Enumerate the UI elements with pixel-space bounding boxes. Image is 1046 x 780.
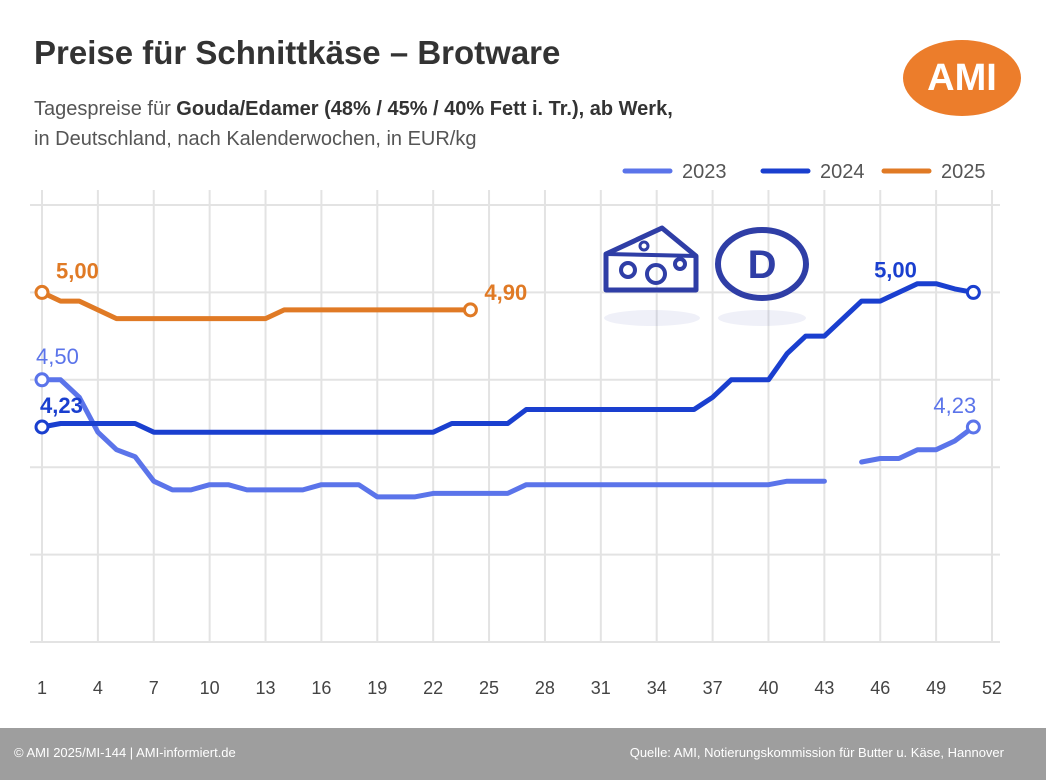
ami-logo: AMI [903, 40, 1021, 116]
legend-label-2024: 2024 [820, 161, 865, 183]
data-label-2024: 4,23 [40, 393, 83, 418]
data-label-2023: 4,23 [933, 393, 976, 418]
endpoint-marker-2024 [965, 284, 981, 300]
d-sticker-letter: D [748, 243, 777, 287]
d-sticker-reflection [718, 310, 806, 326]
x-tick-label: 22 [423, 678, 443, 698]
x-tick-label: 1 [37, 678, 47, 698]
cheese-outline [603, 225, 699, 293]
cheese-hole [645, 263, 667, 285]
x-tick-label: 49 [926, 678, 946, 698]
x-tick-label: 16 [311, 678, 331, 698]
cheese-top-edge [605, 252, 697, 258]
chart-subtitle: Tagespreise für Gouda/Edamer (48% / 45% … [34, 98, 673, 121]
data-label-2023: 4,50 [36, 344, 79, 369]
cheese-icon [603, 225, 699, 293]
series-line-2023 [39, 377, 827, 500]
subtitle-bold: Gouda/Edamer (48% / 45% / 40% Fett i. Tr… [176, 98, 673, 120]
data-label-2025: 5,00 [56, 258, 99, 283]
legend-label-2023: 2023 [682, 161, 727, 183]
x-tick-label: 4 [93, 678, 103, 698]
endpoint-marker-2025 [462, 302, 478, 318]
series-line-2025 [39, 289, 473, 322]
x-tick-label: 46 [870, 678, 890, 698]
x-tick-label: 25 [479, 678, 499, 698]
x-tick-label: 13 [256, 678, 276, 698]
x-tick-label: 40 [758, 678, 778, 698]
chart-title: Preise für Schnittkäse – Brotware [34, 34, 561, 71]
footer-source: Quelle: AMI, Notierungskommission für Bu… [629, 745, 1004, 760]
line-chart: 1 4 7 10 13 16 19 22 25 28 31 34 37 40 43 46 49 52 2023 202… [30, 161, 1002, 698]
x-tick-label: 31 [591, 678, 611, 698]
subtitle-prefix: Tagespreise für [34, 98, 177, 120]
series-line-2023 [859, 424, 976, 465]
x-tick-label: 28 [535, 678, 555, 698]
endpoint-marker-2023 [965, 419, 981, 435]
x-tick-label: 34 [647, 678, 667, 698]
x-tick-label: 52 [982, 678, 1002, 698]
data-label-2024: 5,00 [874, 258, 917, 283]
endpoint-marker-2023 [34, 372, 50, 388]
series-line-2024 [39, 281, 976, 435]
cheese-reflection [604, 310, 700, 326]
cheese-hole [673, 257, 687, 271]
legend-label-2025: 2025 [941, 161, 986, 183]
d-sticker-oval [715, 227, 809, 301]
country-code-d-icon: D [715, 227, 809, 301]
data-label-2025: 4,90 [484, 280, 527, 305]
endpoint-marker-2025 [34, 284, 50, 300]
cheese-hole [638, 240, 650, 252]
endpoint-marker-2024 [34, 419, 50, 435]
footer-copyright: © AMI 2025/MI-144 | AMI-informiert.de [14, 745, 236, 760]
x-tick-label: 19 [367, 678, 387, 698]
x-tick-label: 43 [814, 678, 834, 698]
chart-subtitle-line2: in Deutschland, nach Kalenderwochen, in … [34, 128, 477, 150]
x-tick-label: 10 [200, 678, 220, 698]
x-tick-label: 7 [149, 678, 159, 698]
x-tick-label: 37 [703, 678, 723, 698]
cheese-hole [619, 261, 637, 279]
footer-bar: © AMI 2025/MI-144 | AMI-informiert.de Qu… [0, 728, 1046, 780]
